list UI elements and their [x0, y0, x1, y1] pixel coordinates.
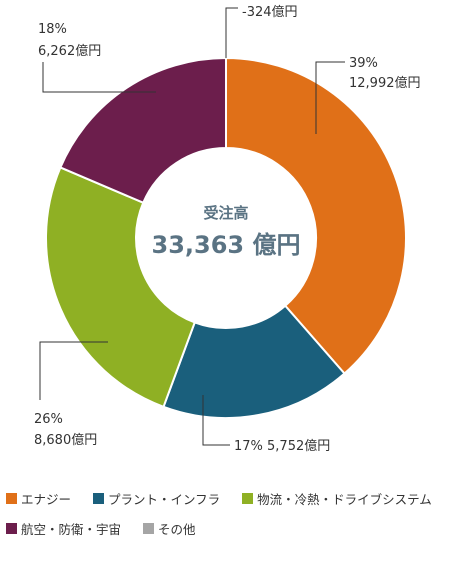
donut-chart: 39% 12,992億円 17% 5,752億円 26% 8,680億円 18% 6,262… [34, 4, 421, 454]
slice-plant-infra [162, 304, 346, 419]
legend-label: 航空・防衛・宇宙 [21, 521, 122, 537]
legend-row: 航空・防衛・宇宙 その他 [6, 518, 446, 538]
leader-lines-group [39, 7, 345, 446]
legend-item-energy: エナジー [6, 489, 71, 508]
leader-line-aerospace [42, 62, 156, 93]
leader-line-other [225, 7, 238, 58]
legend-item-other: その他 [143, 519, 196, 538]
percent-label-energy: 39% [349, 56, 378, 71]
amount-label-energy: 12,992億円 [349, 75, 421, 91]
leader-line-logistics [39, 341, 108, 400]
leader-line-plant-infra [202, 395, 230, 446]
legend: エナジー プラント・インフラ 物流・冷熱・ドライブシステム 航空・防衛・宇宙 そ… [6, 488, 446, 548]
center-total: 33,363 億円 [152, 231, 301, 259]
slice-logistics [45, 166, 197, 409]
slice-energy [225, 56, 407, 375]
legend-swatch [242, 492, 254, 504]
slice-aerospace [59, 56, 227, 205]
amount-label-logistics: 8,680億円 [34, 432, 97, 448]
legend-label: その他 [158, 521, 196, 537]
legend-label: エナジー [21, 491, 72, 507]
legend-label: プラント・インフラ [108, 491, 221, 507]
legend-label: 物流・冷熱・ドライブシステム [257, 491, 432, 507]
amount-label-other: -324億円 [242, 4, 298, 20]
center-title: 受注高 [203, 204, 248, 222]
legend-swatch [6, 522, 17, 534]
leader-line-energy [315, 61, 345, 134]
amount-label-aerospace: 6,262億円 [38, 43, 101, 59]
legend-item-plant-infra: プラント・インフラ [93, 489, 220, 508]
legend-row: エナジー プラント・インフラ 物流・冷熱・ドライブシステム [6, 488, 446, 508]
legend-item-aerospace: 航空・防衛・宇宙 [6, 519, 121, 538]
value-label-plant-infra: 17% 5,752億円 [234, 438, 330, 454]
labels-group: 39% 12,992億円 17% 5,752億円 26% 8,680億円 18% 6,262… [34, 4, 421, 454]
legend-swatch [143, 522, 155, 534]
legend-swatch [93, 492, 105, 504]
percent-label-logistics: 26% [34, 412, 63, 427]
legend-swatch [6, 492, 17, 504]
legend-item-logistics: 物流・冷熱・ドライブシステム [242, 489, 432, 508]
slices-group [45, 56, 407, 419]
percent-label-aerospace: 18% [38, 22, 67, 37]
